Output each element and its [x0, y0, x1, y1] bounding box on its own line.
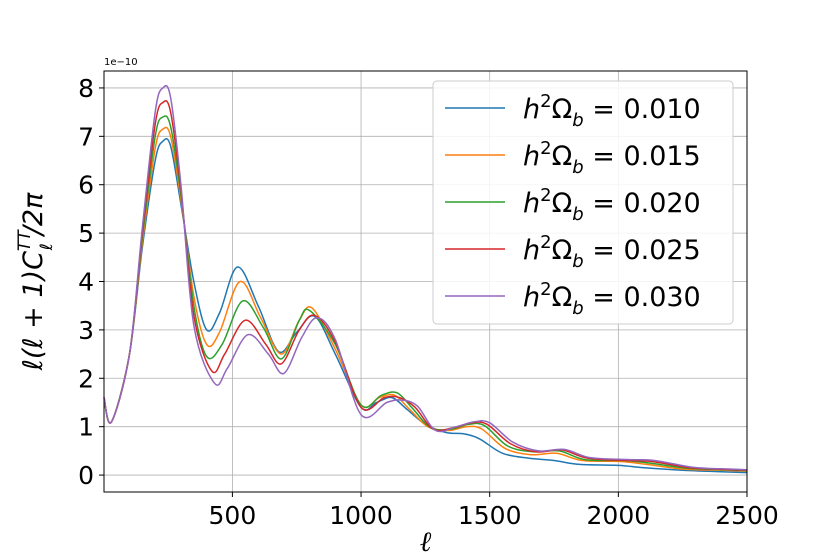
x-tick-label: 500 [209, 501, 257, 530]
y-axis-label: ℓ(ℓ + 1)CTT ℓ/2π [15, 192, 57, 371]
legend-label-5: h2Ωb = 0.030 [523, 279, 701, 319]
y-axis-label-tail: /2π [18, 192, 49, 237]
legend-box [432, 80, 734, 325]
y-tick-label: 1 [78, 413, 94, 442]
y-tick-label: 2 [78, 364, 94, 393]
legend-label-3: h2Ωb = 0.020 [523, 185, 701, 225]
legend-label-2: h2Ωb = 0.015 [523, 138, 701, 178]
y-axis-ticks: 0 1 2 3 4 5 6 7 8 [78, 74, 104, 490]
series-line-5 [103, 84, 748, 471]
legend-label-4: h2Ωb = 0.025 [523, 232, 701, 272]
y-tick-label: 8 [78, 74, 94, 103]
legend: h2Ωb = 0.010 h2Ωb = 0.015 h2Ωb = 0.020 h2Ωb… [432, 80, 734, 325]
x-tick-label: 2000 [587, 501, 651, 530]
y-axis-label-sup: TT [15, 229, 35, 251]
y-tick-label: 6 [78, 171, 94, 200]
y-tick-label: 4 [78, 268, 94, 297]
y-tick-label: 5 [78, 219, 94, 248]
series-line-2 [103, 126, 748, 472]
x-tick-label: 2500 [715, 501, 779, 530]
y-axis-label-sub: ℓ [37, 243, 57, 251]
series-layer [103, 84, 748, 474]
x-axis-label: ℓ [420, 525, 432, 554]
y-tick-label: 0 [78, 461, 94, 490]
x-axis-ticks: 500 1000 1500 2000 2500 [209, 492, 779, 530]
series-line-3 [103, 115, 748, 472]
x-tick-label: 1000 [329, 501, 393, 530]
y-axis-label-main: ℓ(ℓ + 1)C [18, 251, 49, 371]
x-tick-label: 1500 [458, 501, 522, 530]
series-line-4 [103, 100, 748, 471]
y-tick-label: 7 [78, 122, 94, 151]
y-tick-label: 3 [78, 316, 94, 345]
legend-label-1: h2Ωb = 0.010 [523, 91, 701, 131]
series-line-1 [103, 137, 748, 474]
y-offset-label: 1e−10 [104, 57, 138, 68]
